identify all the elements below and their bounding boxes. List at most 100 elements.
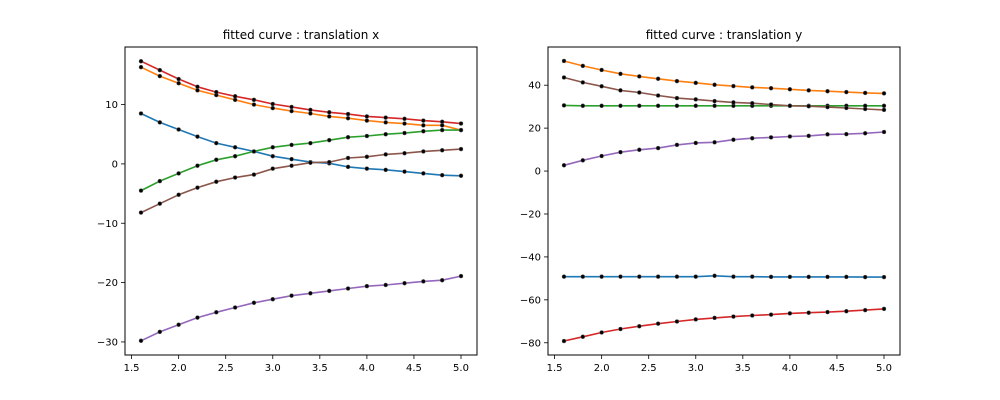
data-point (326, 110, 332, 115)
series-line-0 (140, 112, 462, 177)
data-point (270, 166, 276, 171)
data-point (561, 103, 567, 108)
data-point (383, 115, 388, 120)
data-point (214, 310, 219, 315)
data-point (421, 129, 426, 134)
series-line-3 (563, 308, 885, 342)
y-tick-label: 10 (105, 100, 118, 111)
y-tick-label: 0 (112, 159, 118, 170)
data-point (176, 171, 181, 176)
data-point (599, 84, 604, 89)
data-point (561, 338, 567, 344)
data-point (580, 158, 586, 163)
data-point (345, 111, 351, 117)
data-point (674, 95, 680, 101)
data-point (862, 90, 868, 96)
data-point (806, 133, 811, 139)
subplot-translation-y: fitted curve : translation y 1.5 2.0 2.5 3.… (520, 28, 901, 374)
data-point (458, 173, 464, 179)
data-point (421, 123, 426, 128)
data-point (599, 330, 604, 335)
data-point (712, 315, 717, 321)
data-point (674, 274, 680, 279)
data-point (157, 67, 163, 73)
data-point (618, 71, 623, 77)
data-point (637, 323, 642, 329)
data-point (580, 63, 586, 69)
data-point (768, 274, 774, 280)
series-line-1 (140, 66, 462, 131)
series-line-1 (563, 60, 885, 95)
data-point (637, 274, 642, 279)
data-point (693, 317, 699, 322)
data-point (289, 163, 294, 168)
data-point (364, 283, 370, 289)
data-point (176, 322, 181, 327)
data-point (402, 121, 407, 126)
data-point (138, 111, 144, 116)
data-point (749, 100, 755, 106)
data-point (439, 119, 445, 125)
x-tick-label: 4.5 (406, 363, 422, 374)
data-point (712, 103, 717, 109)
data-point (364, 118, 370, 123)
data-point (580, 80, 586, 85)
data-point (599, 67, 604, 73)
x-tick-label: 3.5 (312, 363, 328, 374)
data-point (345, 164, 351, 170)
data-point (749, 85, 755, 90)
data-point (176, 76, 181, 82)
data-point (289, 142, 294, 148)
data-point (195, 84, 200, 90)
data-point (383, 282, 388, 288)
data-point (308, 291, 313, 296)
data-point (862, 106, 868, 112)
data-point (270, 101, 276, 107)
data-point (618, 88, 623, 93)
data-point (383, 131, 388, 137)
data-point (157, 178, 163, 184)
x-tick-label: 2.0 (594, 363, 610, 374)
data-point (844, 131, 849, 137)
data-point (383, 152, 388, 157)
data-point (655, 274, 661, 279)
subplot-title: fitted curve : translation x (223, 28, 380, 42)
data-point (176, 127, 181, 132)
data-point (693, 103, 699, 109)
data-point (881, 274, 887, 280)
data-point (439, 148, 445, 153)
data-point (580, 103, 586, 109)
data-point (232, 94, 238, 99)
series-line-3 (140, 60, 462, 125)
subplot-title: fitted curve : translation y (646, 28, 803, 42)
data-point (214, 89, 219, 95)
data-point (364, 133, 370, 139)
data-point (364, 166, 370, 171)
data-point (458, 127, 464, 133)
data-point (637, 90, 642, 95)
y-tick-label: 40 (528, 81, 541, 92)
x-tick-label: 5.0 (876, 363, 892, 374)
data-point (402, 280, 407, 286)
data-point (402, 130, 407, 136)
data-point (787, 87, 793, 92)
data-point (825, 104, 830, 110)
data-point (637, 103, 642, 109)
series-line-4 (140, 275, 462, 342)
data-point (421, 118, 426, 123)
data-point (326, 137, 332, 143)
data-point (731, 274, 736, 279)
data-point (326, 114, 332, 119)
y-tick-label: −80 (520, 338, 541, 349)
data-point (232, 175, 238, 180)
data-point (421, 171, 426, 176)
data-point (308, 140, 313, 146)
data-point (768, 102, 774, 107)
data-point (693, 80, 699, 86)
data-point (176, 80, 181, 86)
data-point (251, 149, 257, 154)
x-tick-label: 3.0 (688, 363, 704, 374)
data-point (458, 273, 464, 279)
x-tick-label: 5.0 (453, 363, 469, 374)
